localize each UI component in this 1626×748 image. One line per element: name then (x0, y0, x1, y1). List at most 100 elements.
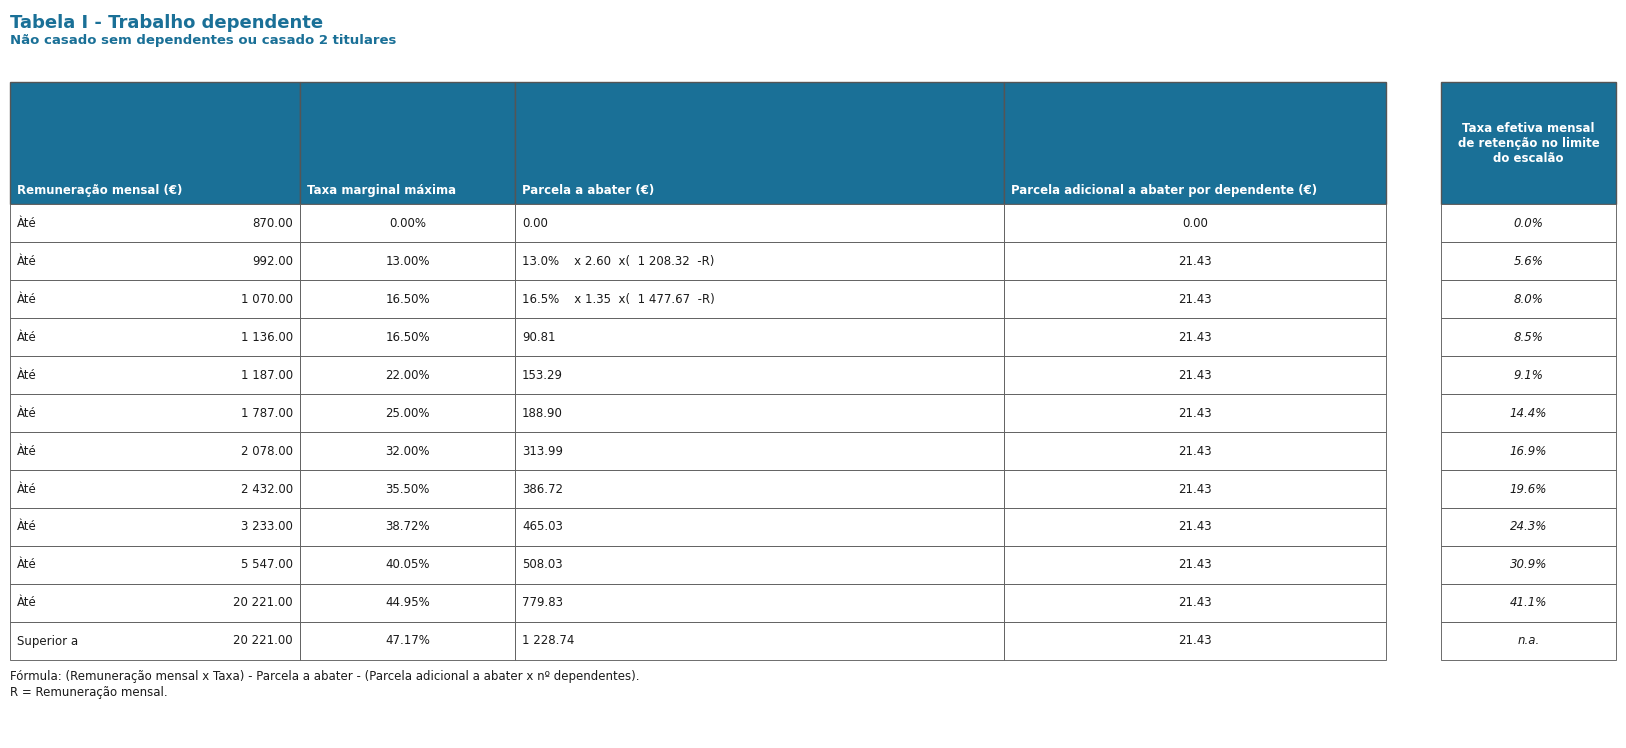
Bar (1441, 584, 1616, 622)
Text: 38.72%: 38.72% (385, 521, 429, 533)
Text: 21.43: 21.43 (1179, 559, 1211, 571)
Bar (515, 584, 1003, 622)
Text: 21.43: 21.43 (1179, 596, 1211, 610)
Text: 16.5%    x 1.35  x(  1 477.67  -R): 16.5% x 1.35 x( 1 477.67 -R) (522, 292, 715, 305)
Text: 992.00: 992.00 (252, 254, 293, 268)
Text: Parcela a abater (€): Parcela a abater (€) (522, 184, 654, 197)
Text: 20 221.00: 20 221.00 (234, 596, 293, 610)
Text: Superior a: Superior a (16, 634, 78, 648)
Text: 35.50%: 35.50% (385, 482, 429, 495)
Bar (1441, 546, 1616, 584)
Text: 508.03: 508.03 (522, 559, 563, 571)
Text: 0.00%: 0.00% (389, 216, 426, 230)
Text: 40.05%: 40.05% (385, 559, 429, 571)
Text: Remuneração mensal (€): Remuneração mensal (€) (16, 184, 182, 197)
Text: 44.95%: 44.95% (385, 596, 429, 610)
Bar (10, 280, 301, 318)
Text: 0.00: 0.00 (522, 216, 548, 230)
Bar (301, 584, 515, 622)
Text: 0.00: 0.00 (1182, 216, 1208, 230)
Bar (1003, 280, 1385, 318)
Bar (1441, 204, 1616, 242)
Text: Àté: Àté (16, 482, 37, 495)
Text: 24.3%: 24.3% (1511, 521, 1548, 533)
Text: 21.43: 21.43 (1179, 444, 1211, 458)
Bar (1003, 394, 1385, 432)
Bar (10, 470, 301, 508)
Bar (10, 204, 301, 242)
Text: 20 221.00: 20 221.00 (234, 634, 293, 648)
Bar (1003, 356, 1385, 394)
Text: Parcela adicional a abater por dependente (€): Parcela adicional a abater por dependent… (1011, 184, 1317, 197)
Bar (515, 432, 1003, 470)
Text: 21.43: 21.43 (1179, 634, 1211, 648)
Text: 2 432.00: 2 432.00 (241, 482, 293, 495)
Bar (1441, 622, 1616, 660)
Bar (301, 546, 515, 584)
Text: Àté: Àté (16, 331, 37, 343)
Text: 21.43: 21.43 (1179, 254, 1211, 268)
Text: 1 228.74: 1 228.74 (522, 634, 574, 648)
Bar (10, 356, 301, 394)
Text: 21.43: 21.43 (1179, 406, 1211, 420)
Text: 1 787.00: 1 787.00 (241, 406, 293, 420)
Text: Àté: Àté (16, 216, 37, 230)
Text: 8.5%: 8.5% (1514, 331, 1543, 343)
Text: 47.17%: 47.17% (385, 634, 429, 648)
Bar (1441, 508, 1616, 546)
Bar (1003, 242, 1385, 280)
Text: 386.72: 386.72 (522, 482, 563, 495)
Text: 0.0%: 0.0% (1514, 216, 1543, 230)
Text: 2 078.00: 2 078.00 (241, 444, 293, 458)
Bar (301, 280, 515, 318)
Text: 13.0%    x 2.60  x(  1 208.32  -R): 13.0% x 2.60 x( 1 208.32 -R) (522, 254, 714, 268)
Bar (1441, 432, 1616, 470)
Bar (515, 356, 1003, 394)
Bar (10, 584, 301, 622)
Text: 22.00%: 22.00% (385, 369, 429, 381)
Text: 779.83: 779.83 (522, 596, 563, 610)
Text: 13.00%: 13.00% (385, 254, 429, 268)
Bar (1003, 204, 1385, 242)
Text: 1 070.00: 1 070.00 (241, 292, 293, 305)
Text: 9.1%: 9.1% (1514, 369, 1543, 381)
Text: 41.1%: 41.1% (1511, 596, 1548, 610)
Text: 25.00%: 25.00% (385, 406, 429, 420)
Bar (515, 622, 1003, 660)
Text: Taxa efetiva mensal
de retenção no limite
do escalão: Taxa efetiva mensal de retenção no limit… (1457, 121, 1600, 165)
Text: 16.50%: 16.50% (385, 292, 429, 305)
Bar (515, 470, 1003, 508)
Bar (301, 82, 515, 204)
Text: 16.9%: 16.9% (1511, 444, 1548, 458)
Text: Tabela I - Trabalho dependente: Tabela I - Trabalho dependente (10, 14, 324, 32)
Text: Não casado sem dependentes ou casado 2 titulares: Não casado sem dependentes ou casado 2 t… (10, 34, 397, 47)
Text: n.a.: n.a. (1517, 634, 1540, 648)
Bar (1003, 546, 1385, 584)
Text: 5 547.00: 5 547.00 (241, 559, 293, 571)
Text: 1 136.00: 1 136.00 (241, 331, 293, 343)
Bar (301, 508, 515, 546)
Bar (10, 622, 301, 660)
Text: 188.90: 188.90 (522, 406, 563, 420)
Text: Àté: Àté (16, 369, 37, 381)
Bar (1003, 584, 1385, 622)
Text: Àté: Àté (16, 559, 37, 571)
Bar (10, 242, 301, 280)
Bar (301, 470, 515, 508)
Bar (1003, 318, 1385, 356)
Text: 21.43: 21.43 (1179, 482, 1211, 495)
Bar (1441, 394, 1616, 432)
Bar (1003, 508, 1385, 546)
Bar (301, 394, 515, 432)
Text: 30.9%: 30.9% (1511, 559, 1548, 571)
Text: 313.99: 313.99 (522, 444, 563, 458)
Text: 870.00: 870.00 (252, 216, 293, 230)
Text: 21.43: 21.43 (1179, 521, 1211, 533)
Bar (515, 508, 1003, 546)
Bar (515, 318, 1003, 356)
Bar (1441, 280, 1616, 318)
Bar (1441, 356, 1616, 394)
Text: 21.43: 21.43 (1179, 292, 1211, 305)
Bar (10, 508, 301, 546)
Bar (515, 394, 1003, 432)
